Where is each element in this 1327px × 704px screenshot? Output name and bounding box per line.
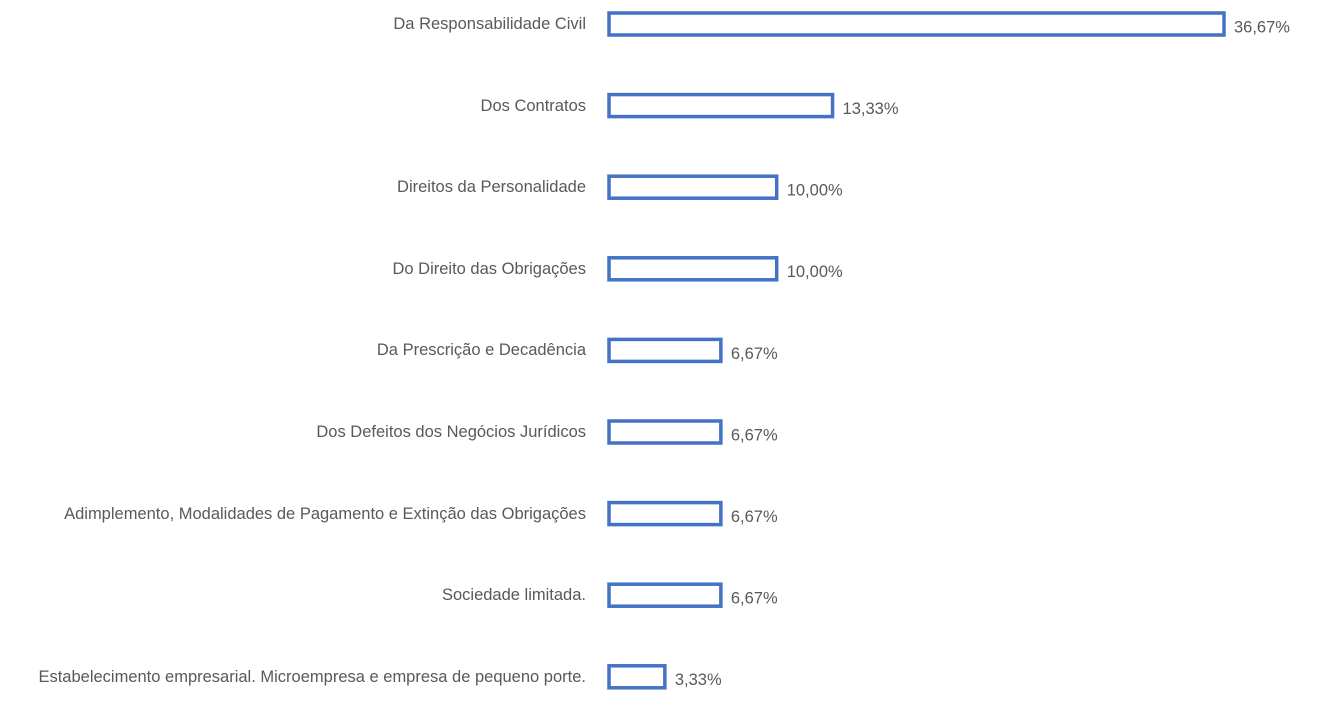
category-label: Dos Contratos bbox=[480, 96, 586, 115]
category-label: Estabelecimento empresarial. Microempres… bbox=[38, 667, 586, 686]
category-label: Dos Defeitos dos Negócios Jurídicos bbox=[316, 423, 586, 441]
bar bbox=[607, 419, 723, 445]
bar bbox=[607, 337, 723, 364]
value-label: 36,67% bbox=[1234, 18, 1290, 36]
value-label: 10,00% bbox=[787, 182, 843, 200]
bar bbox=[607, 92, 835, 119]
value-label: 3,33% bbox=[675, 671, 722, 689]
category-label: Adimplemento, Modalidades de Pagamento e… bbox=[64, 504, 586, 523]
value-label: 13,33% bbox=[843, 100, 899, 118]
value-label: 6,67% bbox=[731, 590, 778, 608]
category-label: Do Direito das Obrigações bbox=[392, 259, 586, 278]
bar bbox=[607, 174, 779, 200]
bar bbox=[607, 582, 723, 608]
bar bbox=[607, 664, 667, 690]
category-label: Sociedade limitada. bbox=[441, 586, 586, 605]
category-label: Da Prescrição e Decadência bbox=[376, 341, 586, 360]
category-label: Direitos da Personalidade bbox=[397, 178, 586, 197]
bar bbox=[607, 256, 779, 282]
category-label: Da Responsabilidade Civil bbox=[393, 15, 586, 33]
value-label: 6,67% bbox=[731, 426, 778, 444]
value-label: 6,67% bbox=[731, 508, 778, 526]
bar bbox=[607, 11, 1226, 37]
value-label: 6,67% bbox=[731, 345, 778, 363]
bar bbox=[607, 500, 723, 527]
value-label: 10,00% bbox=[787, 263, 843, 281]
